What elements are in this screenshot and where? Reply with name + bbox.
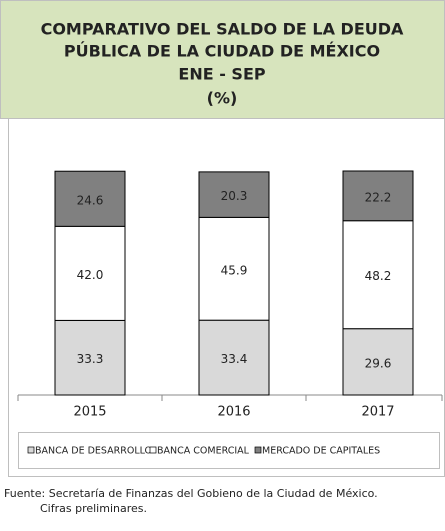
chart-title: COMPARATIVO DEL SALDO DE LA DEUDA <box>41 20 404 39</box>
bar-segment <box>342 328 414 396</box>
bar-segment <box>198 216 270 321</box>
bar-segment <box>54 319 126 396</box>
value-label: 20.3 <box>221 189 248 203</box>
bar-segment <box>198 319 270 396</box>
value-label: 33.4 <box>221 352 248 366</box>
value-label: 42.0 <box>77 268 104 282</box>
legend-label: MERCADO DE CAPITALES <box>262 446 380 457</box>
value-label: 22.2 <box>365 190 392 204</box>
x-tick-label: 2016 <box>217 405 250 420</box>
bar-segment <box>54 225 126 321</box>
value-label: 45.9 <box>221 263 248 277</box>
value-label: 48.2 <box>365 269 392 283</box>
legend-swatch <box>149 446 157 454</box>
source: Fuente: Secretaría de Finanzas del Gobie… <box>4 487 378 500</box>
legend-label: BANCA COMERCIAL <box>157 446 250 457</box>
legend-swatch <box>254 446 262 454</box>
x-tick-label: 2015 <box>73 405 106 420</box>
value-label: 33.3 <box>77 352 104 366</box>
legend-label: BANCA DE DESARROLLO <box>35 446 152 457</box>
value-label: 24.6 <box>77 193 104 207</box>
title-box <box>0 0 445 119</box>
x-tick-label: 2017 <box>361 405 394 420</box>
legend-swatch <box>27 446 35 454</box>
value-label: 29.6 <box>365 356 392 370</box>
bar-segment <box>342 170 414 222</box>
chart-title: ENE - SEP <box>178 65 265 84</box>
bar-segment <box>198 171 270 218</box>
chart-title: (%) <box>207 89 238 108</box>
bar-segment <box>54 170 126 227</box>
chart-title: PÚBLICA DE LA CIUDAD DE MÉXICO <box>64 42 380 61</box>
source: Cifras preliminares. <box>40 502 147 515</box>
legend-box <box>18 432 440 469</box>
